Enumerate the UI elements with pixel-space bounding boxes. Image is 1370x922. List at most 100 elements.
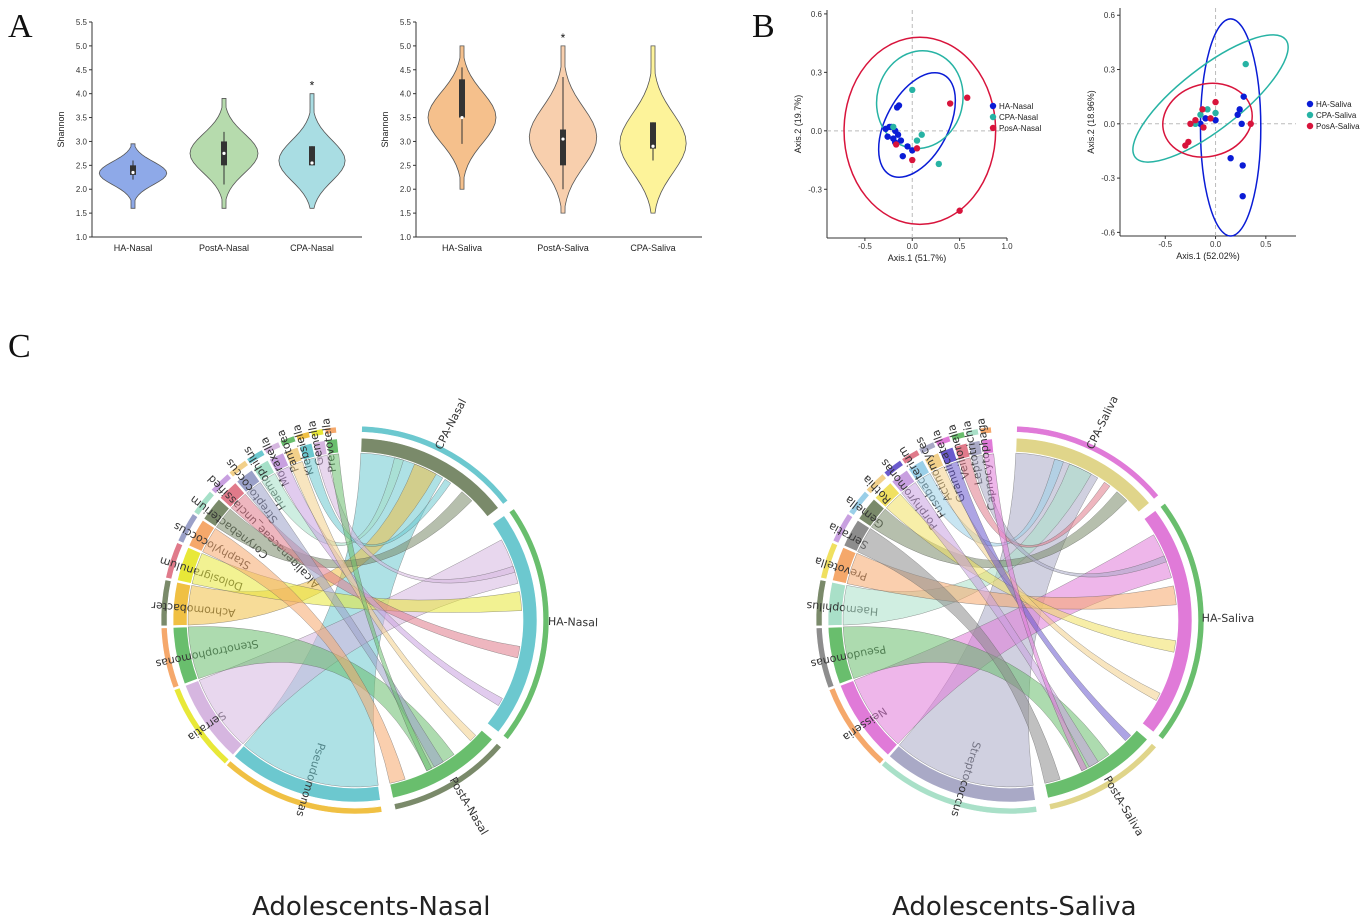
chord-ribbon	[202, 528, 406, 784]
group-outer-ring	[1016, 425, 1160, 500]
chord-diagram-saliva: CPA-SalivaHA-SalivaPostA-SalivaStreptoco…	[806, 394, 1255, 839]
pcoa-chart-nasal: -0.5 0.0 0.5 1.0 -0.3 0.0 0.3 0.6 Axis.1 (51.7%)…	[793, 10, 1041, 263]
y-tick-label: 5.0	[76, 42, 88, 51]
data-point	[1207, 115, 1214, 122]
significance-marker: *	[561, 31, 566, 45]
taxon-outer-ring	[815, 579, 827, 627]
legend-marker	[1306, 100, 1314, 108]
taxon-sector	[233, 745, 381, 803]
chord-ribbon	[958, 457, 1111, 548]
taxon-sector	[236, 469, 261, 493]
data-point	[909, 86, 916, 94]
taxon-sector	[839, 680, 898, 756]
chord-ribbon	[199, 539, 519, 745]
legend-marker	[989, 102, 997, 110]
y-tick-label: 0.3	[1104, 66, 1116, 75]
y-tick-label: 0.0	[1104, 120, 1116, 129]
taxon-sector	[858, 498, 885, 527]
violin-chart-saliva: 1.0 1.5 2.0 2.5 3.0 3.5 4.0 4.5 5.0 5.5 Shannon HA-…	[380, 18, 702, 253]
data-point	[913, 145, 921, 152]
taxon-outer-ring	[279, 435, 297, 447]
data-point	[897, 137, 905, 144]
taxon-outer-ring	[979, 426, 992, 435]
chord-ribbon	[983, 453, 1088, 772]
chord-ribbon	[328, 453, 433, 772]
group-label: CPA-Nasal	[432, 397, 469, 452]
data-point	[894, 131, 902, 138]
x-tick-label: PostA-Nasal	[199, 243, 249, 253]
iqr-box	[130, 165, 136, 175]
chord-ribbon	[842, 626, 1110, 771]
taxon-sector	[827, 581, 847, 626]
taxon-sector	[924, 452, 945, 473]
iqr-box	[650, 122, 656, 149]
data-point	[899, 152, 906, 160]
data-point	[1212, 116, 1219, 124]
title-adolescents-saliva: Adolescents-Saliva	[892, 892, 1137, 922]
taxon-outer-ring	[934, 435, 952, 447]
y-tick-label: 0.0	[811, 127, 823, 136]
taxon-sector	[832, 546, 857, 584]
y-tick-label: 1.5	[400, 209, 412, 218]
group-outer-ring	[393, 742, 502, 811]
taxon-sector	[888, 745, 1036, 803]
data-point	[1239, 192, 1246, 200]
chord-ribbon	[857, 528, 1061, 784]
y-tick-label: 1.0	[400, 233, 412, 242]
taxon-sector	[284, 446, 303, 466]
y-tick-label: 3.0	[76, 137, 88, 146]
significance-marker: *	[310, 79, 315, 93]
data-point	[1212, 98, 1219, 106]
taxon-outer-ring	[160, 579, 172, 627]
group-sector	[1044, 729, 1148, 799]
median-dot	[561, 137, 565, 141]
group-label: PostA-Nasal	[447, 775, 491, 837]
violin-chart-nasal: 1.0 1.5 2.0 2.5 3.0 3.5 4.0 4.5 5.0 5.5 Shannon HA-…	[56, 18, 362, 253]
x-tick-label: 1.0	[1001, 242, 1013, 251]
group-sector	[389, 729, 493, 799]
median-dot	[131, 170, 135, 175]
y-tick-label: 1.5	[76, 209, 88, 218]
iqr-box	[459, 79, 465, 118]
y-tick-label: 2.0	[400, 185, 412, 194]
taxon-sector	[172, 581, 192, 626]
taxon-sector	[907, 459, 930, 482]
taxon-outer-ring	[815, 627, 835, 689]
taxon-sector	[843, 519, 870, 552]
y-axis-label: Axis.2 (19.7%)	[793, 95, 803, 154]
legend-marker	[989, 124, 997, 132]
taxon-sector	[939, 446, 958, 466]
taxon-outer-ring	[228, 459, 249, 478]
taxon-outer-ring	[225, 760, 383, 815]
data-point	[1236, 106, 1243, 113]
data-point	[964, 94, 971, 101]
data-point	[1234, 111, 1241, 118]
data-point	[1242, 60, 1249, 68]
iqr-box	[309, 146, 315, 166]
chord-ribbon	[290, 461, 476, 741]
group-sector	[1141, 510, 1193, 733]
taxon-sector	[326, 438, 339, 455]
taxon-sector	[188, 519, 215, 552]
y-tick-label: 1.0	[76, 233, 88, 242]
y-tick-label: 2.5	[76, 161, 88, 170]
taxon-outer-ring	[918, 441, 937, 455]
iqr-box	[560, 129, 566, 166]
taxon-sector	[981, 438, 994, 455]
median-dot	[310, 161, 314, 165]
y-tick-label: 5.5	[400, 18, 412, 27]
group-label: PostA-Saliva	[1101, 774, 1146, 839]
x-tick-label: 0.0	[1210, 240, 1222, 249]
taxon-outer-ring	[246, 449, 266, 465]
taxon-outer-ring	[165, 542, 184, 580]
confidence-ellipse	[1199, 18, 1262, 237]
y-tick-label: -0.3	[808, 185, 822, 194]
y-tick-label: -0.6	[1101, 228, 1115, 237]
taxon-outer-ring	[880, 760, 1038, 815]
y-tick-label: 4.0	[76, 90, 88, 99]
taxon-sector	[269, 452, 290, 473]
data-point	[884, 133, 891, 140]
data-point	[890, 123, 897, 131]
title-adolescents-nasal: Adolescents-Nasal	[252, 892, 491, 922]
chord-ribbon	[945, 461, 1131, 741]
